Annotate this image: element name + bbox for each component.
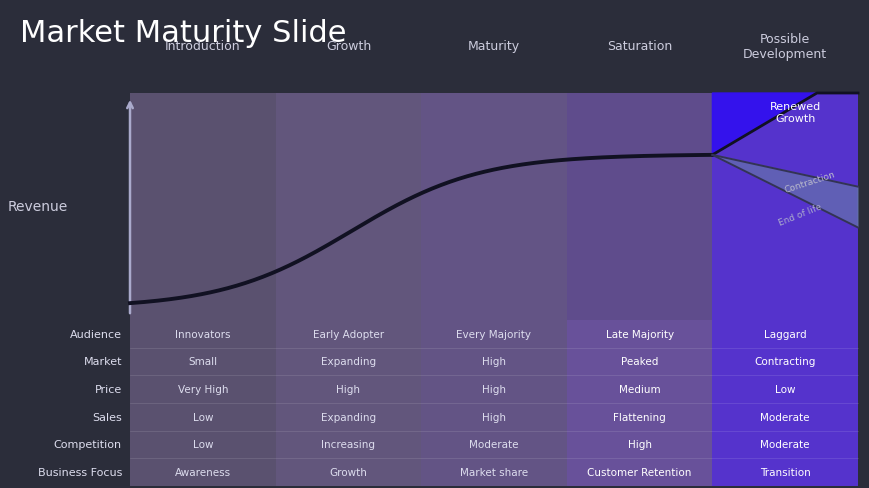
Text: Medium: Medium [618,385,660,394]
Text: Low: Low [774,385,794,394]
Text: Small: Small [188,357,217,367]
Text: Laggard: Laggard [763,329,806,339]
Bar [275,320,421,486]
Text: Competition: Competition [54,440,122,449]
Text: Customer Retention: Customer Retention [587,467,691,477]
Polygon shape [712,156,857,228]
Text: Growth: Growth [329,467,367,477]
Text: Expanding: Expanding [321,357,375,367]
Bar [421,94,566,320]
Text: High: High [481,412,506,422]
Text: End of life: End of life [776,202,822,227]
Text: High: High [627,440,651,449]
Text: Contracting: Contracting [753,357,815,367]
Text: Low: Low [192,412,213,422]
Text: Awareness: Awareness [175,467,230,477]
Text: Revenue: Revenue [8,200,68,214]
Text: High: High [481,357,506,367]
Text: High: High [481,385,506,394]
Text: Growth: Growth [325,41,370,53]
Text: Innovators: Innovators [175,329,230,339]
Text: Sales: Sales [92,412,122,422]
Text: Every Majority: Every Majority [456,329,531,339]
Text: Market share: Market share [460,467,527,477]
Text: Increasing: Increasing [321,440,375,449]
Bar [129,320,275,486]
Text: Contraction: Contraction [783,170,836,195]
Text: Early Adopter: Early Adopter [313,329,383,339]
Text: Renewed
Growth: Renewed Growth [769,102,819,124]
Text: Introduction: Introduction [165,41,241,53]
Text: Price: Price [95,385,122,394]
Polygon shape [712,94,857,156]
Text: Late Majority: Late Majority [605,329,673,339]
Text: Peaked: Peaked [620,357,658,367]
Text: Low: Low [192,440,213,449]
Bar [712,320,857,486]
Text: Moderate: Moderate [760,440,809,449]
Text: Market: Market [83,357,122,367]
Text: Flattening: Flattening [613,412,665,422]
Text: High: High [336,385,360,394]
Bar [275,94,421,320]
Text: Audience: Audience [70,329,122,339]
Text: Transition: Transition [759,467,810,477]
Text: Possible
Development: Possible Development [742,33,826,61]
Text: Market Maturity Slide: Market Maturity Slide [20,20,346,48]
Text: Moderate: Moderate [468,440,518,449]
Text: Business Focus: Business Focus [37,467,122,477]
Bar [712,94,857,320]
Text: Moderate: Moderate [760,412,809,422]
Text: Saturation: Saturation [607,41,672,53]
Bar [421,320,566,486]
Text: Very High: Very High [177,385,228,394]
Bar [566,94,712,320]
Text: Expanding: Expanding [321,412,375,422]
Text: Maturity: Maturity [468,41,520,53]
Bar [566,320,712,486]
Bar [129,94,275,320]
